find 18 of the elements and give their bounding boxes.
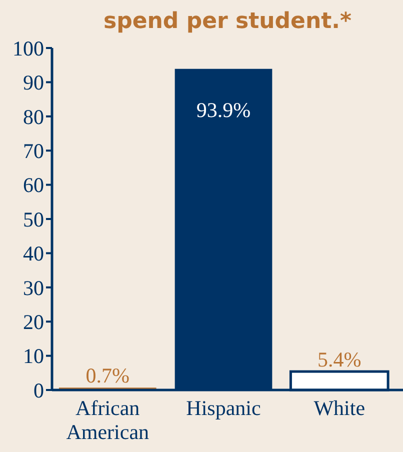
y-tick-label: 90: [23, 70, 44, 95]
y-tick-label: 100: [12, 36, 44, 60]
y-tick-label: 80: [23, 104, 44, 129]
data-label: 5.4%: [318, 348, 362, 372]
data-label: 93.9%: [196, 98, 251, 122]
y-tick-label: 50: [23, 207, 44, 232]
y-tick-label: 60: [23, 173, 44, 198]
chart-title: spend per student.*: [104, 9, 352, 34]
x-tick-label: African American: [66, 396, 150, 444]
y-tick-label: 30: [23, 276, 44, 300]
y-tick-label: 10: [23, 344, 44, 368]
y-tick-label: 70: [23, 138, 44, 163]
data-label: 0.7%: [86, 364, 130, 388]
y-tick-label: 20: [23, 310, 44, 334]
y-tick-label: 0: [34, 378, 44, 402]
x-tick-label: White: [314, 396, 366, 420]
y-tick-label: 40: [23, 242, 44, 266]
x-tick-label: Hispanic: [186, 396, 261, 420]
